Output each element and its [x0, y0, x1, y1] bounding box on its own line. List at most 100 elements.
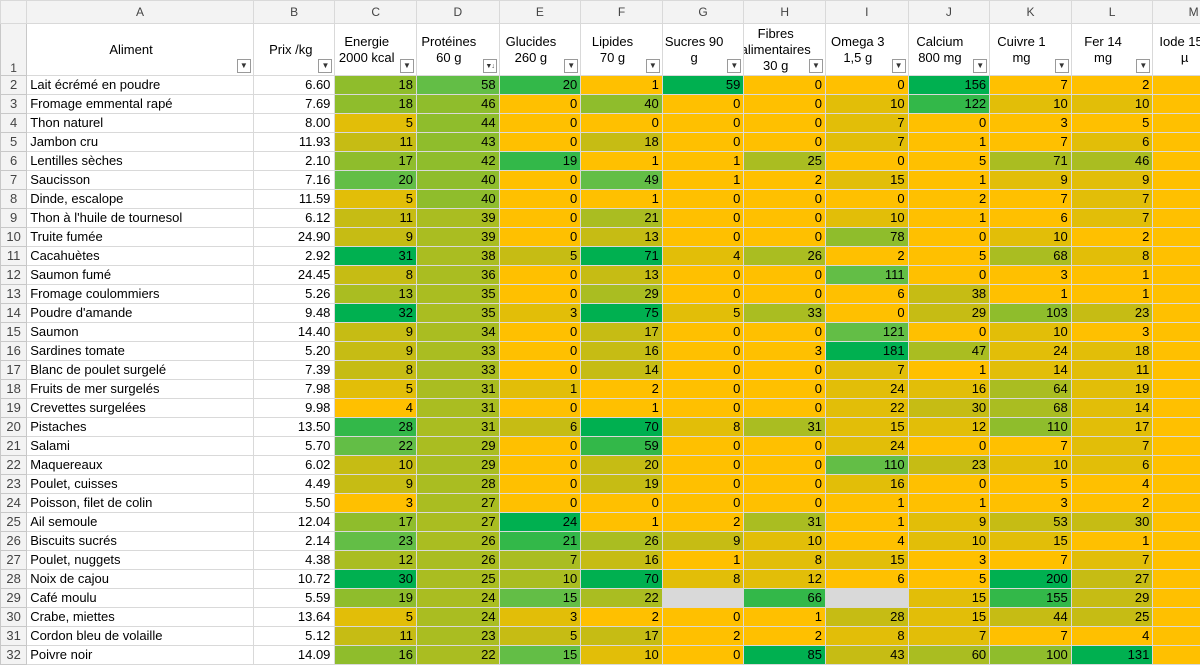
food-name-cell[interactable]: Pistaches: [27, 418, 254, 437]
nutrient-cell[interactable]: [1153, 532, 1200, 551]
nutrient-cell[interactable]: 24: [417, 589, 500, 608]
nutrient-cell[interactable]: 11: [1071, 361, 1153, 380]
nutrient-cell[interactable]: 6: [1071, 456, 1153, 475]
nutrient-cell[interactable]: 2: [1071, 494, 1153, 513]
nutrient-cell[interactable]: 10: [335, 456, 417, 475]
food-name-cell[interactable]: Lait écrémé en poudre: [27, 76, 254, 95]
nutrient-cell[interactable]: 10: [990, 323, 1072, 342]
nutrient-cell[interactable]: 71: [990, 152, 1072, 171]
filter-dropdown-icon[interactable]: ▼: [646, 59, 660, 73]
header-cell[interactable]: Glucides 260 g▼: [499, 24, 581, 76]
nutrient-cell[interactable]: 1: [581, 152, 663, 171]
row-number[interactable]: 5: [1, 133, 27, 152]
nutrient-cell[interactable]: 0: [662, 646, 744, 665]
nutrient-cell[interactable]: 23: [908, 456, 990, 475]
nutrient-cell[interactable]: 0: [662, 114, 744, 133]
row-number[interactable]: 24: [1, 494, 27, 513]
nutrient-cell[interactable]: 1: [990, 285, 1072, 304]
row-number[interactable]: 27: [1, 551, 27, 570]
price-cell[interactable]: 5.59: [253, 589, 335, 608]
row-number[interactable]: 4: [1, 114, 27, 133]
row-number[interactable]: 25: [1, 513, 27, 532]
column-header-m[interactable]: M: [1153, 1, 1200, 24]
nutrient-cell[interactable]: 0: [499, 95, 581, 114]
nutrient-cell[interactable]: 43: [825, 646, 908, 665]
nutrient-cell[interactable]: 31: [417, 399, 500, 418]
nutrient-cell[interactable]: 0: [825, 152, 908, 171]
nutrient-cell[interactable]: 121: [825, 323, 908, 342]
filter-dropdown-icon[interactable]: ▼: [400, 59, 414, 73]
nutrient-cell[interactable]: 0: [908, 437, 990, 456]
nutrient-cell[interactable]: 35: [417, 285, 500, 304]
nutrient-cell[interactable]: [1153, 380, 1200, 399]
nutrient-cell[interactable]: 11: [335, 627, 417, 646]
nutrient-cell[interactable]: 4: [662, 247, 744, 266]
nutrient-cell[interactable]: 1: [908, 171, 990, 190]
nutrient-cell[interactable]: 26: [581, 532, 663, 551]
nutrient-cell[interactable]: 1: [581, 513, 663, 532]
nutrient-cell[interactable]: [1153, 285, 1200, 304]
column-header-c[interactable]: C: [335, 1, 417, 24]
nutrient-cell[interactable]: 22: [417, 646, 500, 665]
nutrient-cell[interactable]: 3: [990, 266, 1072, 285]
nutrient-cell[interactable]: 0: [744, 380, 826, 399]
nutrient-cell[interactable]: 0: [662, 608, 744, 627]
nutrient-cell[interactable]: 9: [335, 342, 417, 361]
price-cell[interactable]: 5.20: [253, 342, 335, 361]
row-number[interactable]: 6: [1, 152, 27, 171]
nutrient-cell[interactable]: 3: [990, 494, 1072, 513]
nutrient-cell[interactable]: 0: [662, 475, 744, 494]
nutrient-cell[interactable]: 10: [990, 228, 1072, 247]
nutrient-cell[interactable]: 0: [662, 399, 744, 418]
nutrient-cell[interactable]: 75: [581, 304, 663, 323]
nutrient-cell[interactable]: [1153, 456, 1200, 475]
price-cell[interactable]: 24.45: [253, 266, 335, 285]
price-cell[interactable]: 8.00: [253, 114, 335, 133]
nutrient-cell[interactable]: 0: [581, 114, 663, 133]
nutrient-cell[interactable]: 40: [581, 95, 663, 114]
nutrient-cell[interactable]: 24: [825, 380, 908, 399]
row-number[interactable]: 10: [1, 228, 27, 247]
nutrient-cell[interactable]: 33: [417, 361, 500, 380]
nutrient-cell[interactable]: 1: [744, 608, 826, 627]
column-header-g[interactable]: G: [662, 1, 744, 24]
row-number[interactable]: 29: [1, 589, 27, 608]
nutrient-cell[interactable]: 5: [990, 475, 1072, 494]
nutrient-cell[interactable]: 23: [417, 627, 500, 646]
nutrient-cell[interactable]: 0: [908, 114, 990, 133]
nutrient-cell[interactable]: 5: [335, 190, 417, 209]
nutrient-cell[interactable]: 35: [417, 304, 500, 323]
filter-dropdown-icon[interactable]: ▼: [892, 59, 906, 73]
nutrient-cell[interactable]: [1153, 589, 1200, 608]
food-name-cell[interactable]: Dinde, escalope: [27, 190, 254, 209]
row-number[interactable]: 9: [1, 209, 27, 228]
food-name-cell[interactable]: Cacahuètes: [27, 247, 254, 266]
nutrient-cell[interactable]: 8: [1071, 247, 1153, 266]
price-cell[interactable]: 6.02: [253, 456, 335, 475]
nutrient-cell[interactable]: 155: [990, 589, 1072, 608]
nutrient-cell[interactable]: 156: [908, 76, 990, 95]
price-cell[interactable]: 5.50: [253, 494, 335, 513]
nutrient-cell[interactable]: 0: [499, 114, 581, 133]
nutrient-cell[interactable]: 22: [581, 589, 663, 608]
nutrient-cell[interactable]: 12: [908, 418, 990, 437]
nutrient-cell[interactable]: 9: [908, 513, 990, 532]
nutrient-cell[interactable]: 13: [581, 266, 663, 285]
nutrient-cell[interactable]: [1153, 304, 1200, 323]
nutrient-cell[interactable]: 4: [825, 532, 908, 551]
nutrient-cell[interactable]: 7: [908, 627, 990, 646]
filter-dropdown-icon[interactable]: ▼: [1136, 59, 1150, 73]
nutrient-cell[interactable]: 15: [908, 608, 990, 627]
nutrient-cell[interactable]: 27: [417, 494, 500, 513]
nutrient-cell[interactable]: 20: [335, 171, 417, 190]
price-cell[interactable]: 6.60: [253, 76, 335, 95]
price-cell[interactable]: 7.39: [253, 361, 335, 380]
nutrient-cell[interactable]: 6: [990, 209, 1072, 228]
nutrient-cell[interactable]: [1153, 475, 1200, 494]
nutrient-cell[interactable]: 0: [499, 285, 581, 304]
nutrient-cell[interactable]: 29: [1071, 589, 1153, 608]
nutrient-cell[interactable]: 0: [744, 285, 826, 304]
header-cell[interactable]: Omega 3 1,5 g▼: [825, 24, 908, 76]
column-header-a[interactable]: A: [27, 1, 254, 24]
nutrient-cell[interactable]: 1: [908, 209, 990, 228]
